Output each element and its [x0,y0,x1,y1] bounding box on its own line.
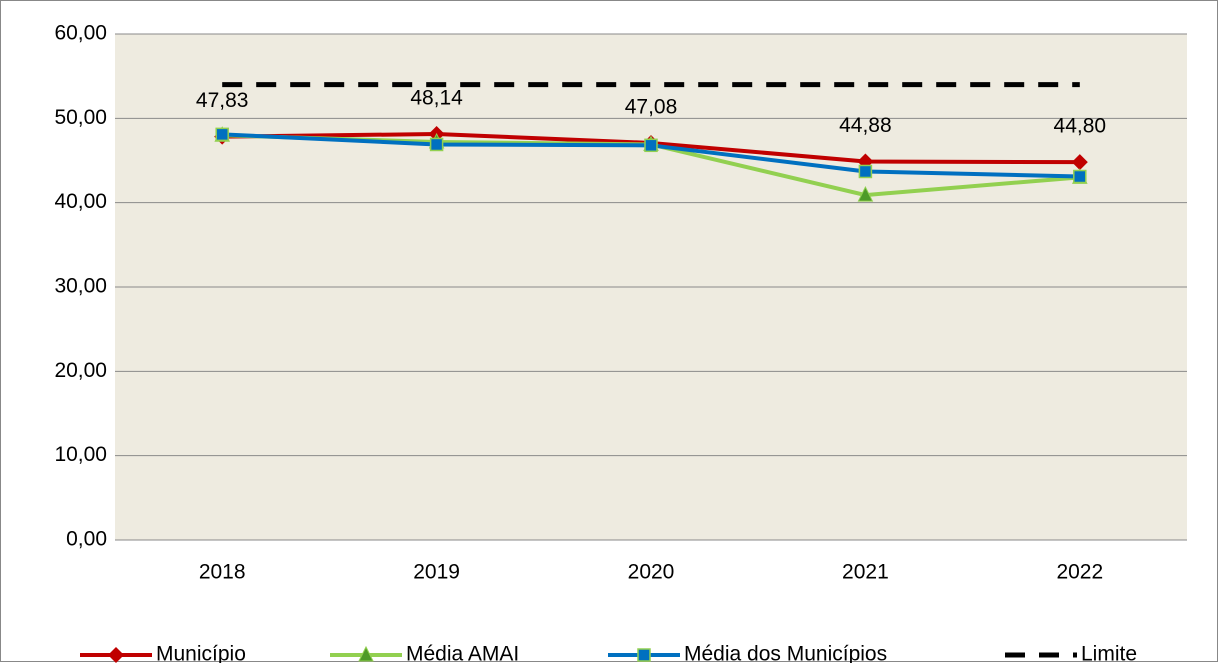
point-marker [857,185,874,202]
data-label: 48,14 [410,87,463,110]
y-tick-label: 60,00 [54,22,107,45]
legend-marker [108,647,124,663]
x-tick-label: 2019 [413,561,460,584]
point-marker [1071,154,1088,171]
point-marker [429,137,444,152]
legend-marker [637,648,651,662]
y-tick-label: 0,00 [66,528,107,551]
legend-label: Município [156,643,246,663]
point-marker [215,127,229,142]
point-marker [1073,169,1087,184]
legend-label: Média AMAI [406,643,519,663]
x-tick-label: 2022 [1056,561,1103,584]
y-tick-label: 40,00 [54,190,107,213]
data-label: 47,08 [625,96,678,119]
y-tick-label: 30,00 [54,275,107,298]
y-tick-label: 10,00 [54,443,107,466]
x-tick-label: 2021 [842,561,889,584]
data-label: 47,83 [196,89,249,112]
legend-marker [358,645,374,662]
data-label: 44,80 [1054,115,1107,138]
y-tick-label: 20,00 [54,359,107,382]
y-tick-label: 50,00 [54,106,107,129]
x-tick-label: 2020 [628,561,675,584]
legend-label: Limite [1081,643,1137,663]
point-marker [644,138,658,153]
point-marker [858,164,873,179]
x-tick-label: 2018 [199,561,246,584]
data-label: 44,88 [839,114,892,137]
legend-label: Média dos Municípios [684,643,887,663]
